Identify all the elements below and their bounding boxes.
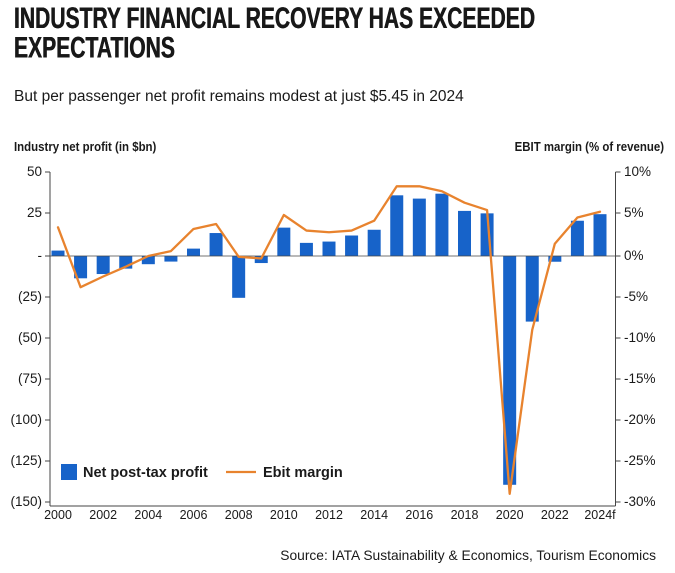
svg-text:5%: 5% <box>624 205 644 220</box>
svg-text:Ebit margin: Ebit margin <box>263 465 343 481</box>
svg-text:2016: 2016 <box>405 508 433 522</box>
svg-text:-25%: -25% <box>624 453 656 468</box>
svg-text:10%: 10% <box>624 164 651 179</box>
svg-text:2022: 2022 <box>541 508 569 522</box>
svg-text:2008: 2008 <box>225 508 253 522</box>
svg-text:(100): (100) <box>10 412 42 427</box>
svg-text:(25): (25) <box>18 289 42 304</box>
svg-text:2010: 2010 <box>270 508 298 522</box>
svg-text:2018: 2018 <box>451 508 479 522</box>
svg-text:0%: 0% <box>624 248 644 263</box>
svg-text:-30%: -30% <box>624 494 656 509</box>
svg-text:50: 50 <box>27 164 42 179</box>
svg-text:2020: 2020 <box>496 508 524 522</box>
svg-text:-: - <box>38 248 43 263</box>
svg-text:25: 25 <box>27 205 42 220</box>
svg-text:(50): (50) <box>18 330 42 345</box>
svg-text:-5%: -5% <box>624 289 648 304</box>
svg-text:Net post-tax profit: Net post-tax profit <box>83 465 208 481</box>
svg-text:(75): (75) <box>18 371 42 386</box>
svg-text:2004: 2004 <box>134 508 162 522</box>
svg-text:2000: 2000 <box>44 508 72 522</box>
svg-text:-20%: -20% <box>624 412 656 427</box>
svg-text:2014: 2014 <box>360 508 388 522</box>
svg-text:-15%: -15% <box>624 371 656 386</box>
svg-text:2024f: 2024f <box>584 508 616 522</box>
svg-text:-10%: -10% <box>624 330 656 345</box>
svg-text:2002: 2002 <box>89 508 117 522</box>
svg-text:2006: 2006 <box>180 508 208 522</box>
svg-text:2012: 2012 <box>315 508 343 522</box>
svg-text:(150): (150) <box>10 494 42 509</box>
svg-text:(125): (125) <box>10 453 42 468</box>
